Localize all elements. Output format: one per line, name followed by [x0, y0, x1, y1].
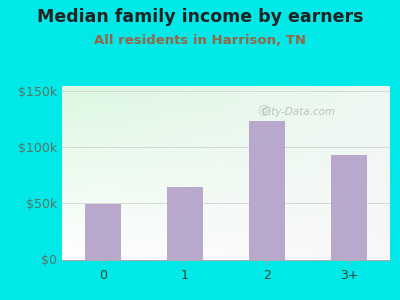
Bar — [248, 122, 286, 260]
Bar — [330, 155, 368, 260]
Text: City-Data.com: City-Data.com — [261, 106, 335, 117]
Text: Median family income by earners: Median family income by earners — [37, 8, 363, 26]
Bar — [166, 187, 204, 260]
Text: @: @ — [258, 104, 270, 117]
Bar — [84, 205, 122, 260]
Text: All residents in Harrison, TN: All residents in Harrison, TN — [94, 34, 306, 47]
